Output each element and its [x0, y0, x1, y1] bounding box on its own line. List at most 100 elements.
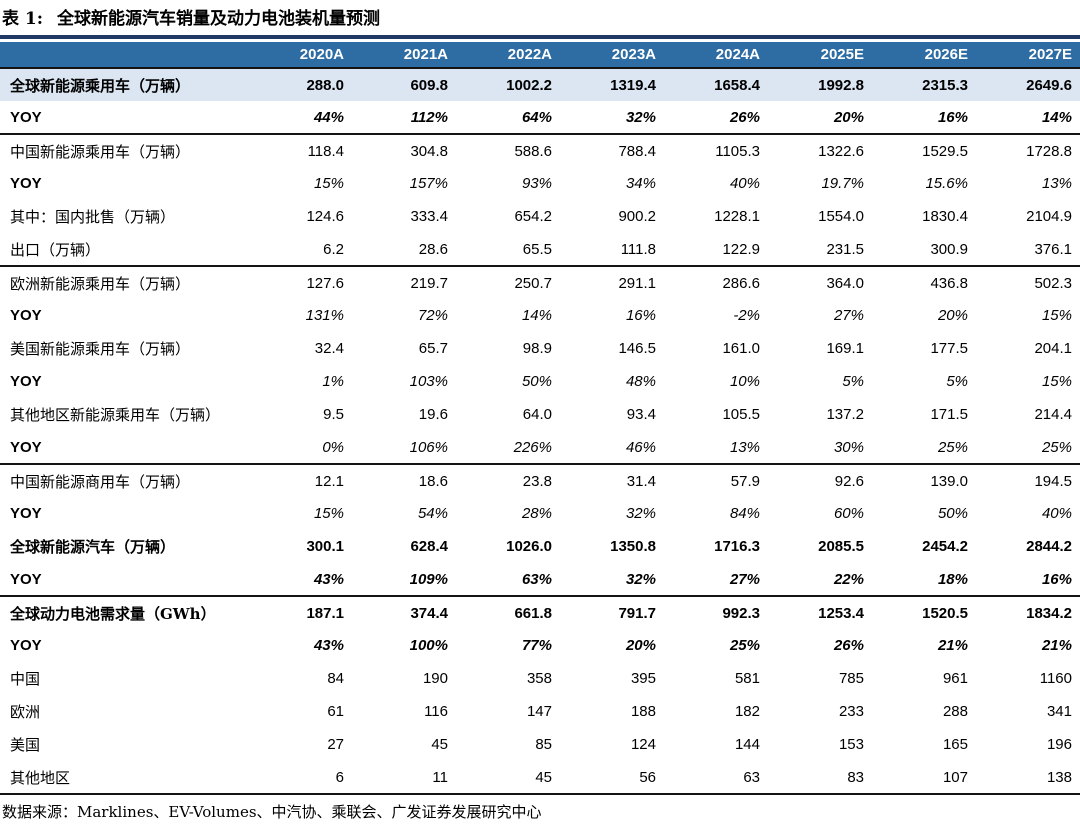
cell-2020A: 44% — [248, 101, 352, 135]
row-label: 出口（万辆） — [0, 233, 248, 267]
cell-2021A: 374.4 — [410, 604, 448, 622]
cell-2025E: 22% — [768, 563, 872, 597]
cell-2021A: 65.7 — [418, 340, 448, 357]
cell-2023A: 188 — [630, 703, 656, 720]
cell-2021A: 112% — [352, 101, 456, 135]
cell-2021A: 18.6 — [418, 472, 448, 490]
cell-2024A: 122.9 — [664, 233, 768, 267]
cell-2023A: 791.7 — [618, 604, 656, 622]
cell-2027E: 138 — [976, 761, 1080, 795]
table-title-text: 全球新能源汽车销量及动力电池装机量预测 — [57, 9, 381, 29]
cell-2027E: 2649.6 — [976, 68, 1080, 101]
cell-2026E: 16% — [872, 101, 976, 135]
row-label: 全球动力电池需求量（GWh） — [10, 604, 216, 623]
cell-2026E: 2315.3 — [872, 68, 976, 101]
row-label: YOY — [10, 637, 42, 654]
table-title: 表 1: 全球新能源汽车销量及动力电池装机量预测 — [0, 0, 1080, 35]
cell-2022A: 64.0 — [522, 406, 552, 423]
cell-2024A: 27% — [664, 563, 768, 597]
table-row: 全球动力电池需求量（GWh） 187.1 374.4 661.8 791.7 992.3 1… — [0, 596, 1080, 629]
cell-2022A: 45 — [456, 761, 560, 795]
cell-2020A: 27 — [327, 736, 344, 753]
cell-2023A: 291.1 — [618, 274, 656, 292]
cell-2021A: 28.6 — [352, 233, 456, 267]
cell-2021A: 100% — [409, 637, 448, 654]
cell-2021A: 628.4 — [410, 538, 448, 555]
cell-2020A: 6.2 — [248, 233, 352, 267]
cell-2027E: 1160 — [1039, 670, 1072, 687]
cell-2023A: 1350.8 — [610, 538, 656, 555]
cell-2022A: 250.7 — [514, 274, 552, 292]
cell-2022A: 63% — [456, 563, 560, 597]
cell-2022A: 14% — [521, 307, 552, 324]
cell-2022A: 654.2 — [514, 208, 552, 225]
title-rule-divider — [0, 35, 1080, 39]
cell-2025E: 20% — [768, 101, 872, 135]
cell-2024A: 1658.4 — [664, 68, 768, 101]
row-label: 美国新能源乘用车（万辆） — [10, 340, 191, 358]
cell-2024A: 286.6 — [722, 274, 760, 292]
cell-2023A: 788.4 — [618, 142, 656, 160]
cell-2021A: 103% — [409, 373, 448, 390]
header-year-2025E: 2025E — [768, 42, 872, 69]
cell-2020A: 12.1 — [314, 472, 344, 490]
cell-2026E: 300.9 — [872, 233, 976, 267]
cell-2027E: 502.3 — [1034, 274, 1072, 292]
cell-2023A: 16% — [625, 307, 656, 324]
cell-2026E: 20% — [937, 307, 968, 324]
cell-2021A: 45 — [431, 736, 448, 753]
cell-2026E: 1520.5 — [922, 604, 968, 622]
cell-2021A: 54% — [417, 505, 448, 522]
cell-2027E: 13% — [1041, 175, 1072, 192]
row-label: YOY — [10, 505, 42, 522]
row-label: 美国 — [10, 736, 41, 754]
cell-2021A: 190 — [422, 670, 448, 687]
cell-2025E: 5% — [842, 373, 864, 390]
cell-2024A: 1716.3 — [714, 538, 760, 555]
cell-2026E: 288 — [942, 703, 968, 720]
cell-2025E: 231.5 — [768, 233, 872, 267]
cell-2027E: 2844.2 — [1026, 538, 1072, 555]
cell-2026E: 5% — [946, 373, 968, 390]
cell-2025E: 1253.4 — [818, 604, 864, 622]
cell-2027E: 40% — [1041, 505, 1072, 522]
cell-2023A: 32% — [625, 505, 656, 522]
cell-2025E: 153 — [838, 736, 864, 753]
row-label: 全球新能源乘用车（万辆） — [0, 68, 248, 101]
table-row: 出口（万辆） 6.2 28.6 65.5 111.8 122.9 231.5 300.9 376… — [0, 233, 1080, 267]
cell-2024A: 57.9 — [730, 472, 760, 490]
table-row: YOY 15% 54% 28% 32% 84% 60% 50% 40% — [0, 497, 1080, 530]
row-label: YOY — [10, 373, 42, 390]
cell-2020A: 15% — [313, 505, 344, 522]
cell-2020A: 0% — [248, 431, 352, 465]
table-row: 中国新能源乘用车（万辆） 118.4 304.8 588.6 788.4 1105.3 13… — [0, 134, 1080, 167]
cell-2026E: 1529.5 — [922, 142, 968, 160]
cell-2027E: 2104.9 — [1026, 208, 1072, 225]
cell-2020A: 127.6 — [306, 274, 344, 292]
table-row: 其他地区新能源乘用车（万辆） 9.5 19.6 64.0 93.4 105.5 137.2 1… — [0, 398, 1080, 431]
cell-2025E: 2085.5 — [818, 538, 864, 555]
cell-2025E: 169.1 — [826, 340, 864, 357]
cell-2022A: 147 — [526, 703, 552, 720]
cell-2020A: 124.6 — [306, 208, 344, 225]
cell-2022A: 77% — [521, 637, 552, 654]
row-label: 中国新能源商用车（万辆） — [10, 472, 191, 491]
cell-2022A: 358 — [526, 670, 552, 687]
cell-2023A: 124 — [630, 736, 656, 753]
cell-2027E: 194.5 — [1034, 472, 1072, 490]
cell-2026E: 177.5 — [930, 340, 968, 357]
cell-2023A: 31.4 — [626, 472, 656, 490]
cell-2020A: 43% — [248, 563, 352, 597]
cell-2020A: 15% — [313, 175, 344, 192]
cell-2023A: 1319.4 — [560, 68, 664, 101]
cell-2026E: 18% — [872, 563, 976, 597]
cell-2022A: 64% — [456, 101, 560, 135]
table-row: 欧洲 61 116 147 188 182 233 288 341 — [0, 695, 1080, 728]
row-label: YOY — [10, 307, 42, 324]
cell-2025E: 364.0 — [826, 274, 864, 292]
cell-2020A: 61 — [327, 703, 344, 720]
table-title-prefix: 表 1: — [2, 9, 44, 29]
table-row: 欧洲新能源乘用车（万辆） 127.6 219.7 250.7 291.1 286.6 364… — [0, 266, 1080, 299]
cell-2023A: 34% — [625, 175, 656, 192]
